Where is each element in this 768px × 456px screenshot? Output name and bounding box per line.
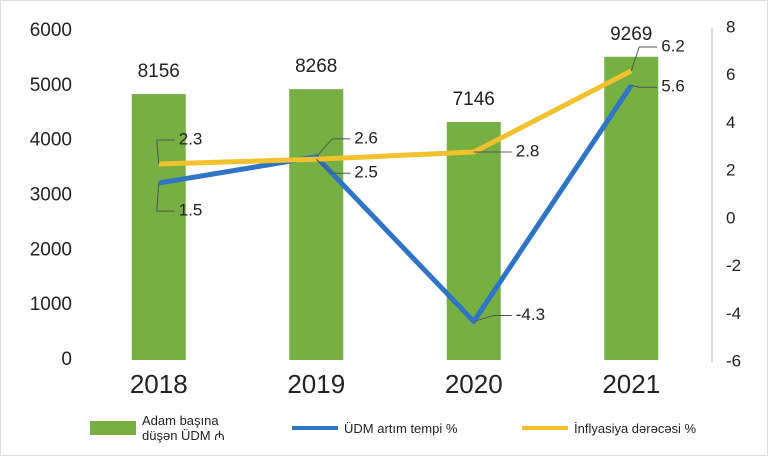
y-tick-label: 1000 xyxy=(30,294,72,315)
bar-annotation: 8156 xyxy=(138,61,180,82)
y-tick-label: 5000 xyxy=(30,75,72,96)
data-label: -4.3 xyxy=(516,305,545,324)
y2-tick-label: 8 xyxy=(726,17,735,36)
line-series xyxy=(158,83,634,324)
bar xyxy=(289,89,344,360)
legend-item: İnflyasiya dərəcəsi % xyxy=(522,412,768,444)
line-series xyxy=(158,68,633,167)
y-tick-label: 3000 xyxy=(30,185,72,206)
y2-tick-label: -6 xyxy=(726,351,741,370)
legend-label: ÜDM artım tempi % xyxy=(344,420,458,436)
leader-line xyxy=(630,46,658,72)
legend-label: İnflyasiya dərəcəsi % xyxy=(574,420,697,436)
y-tick-label: 4000 xyxy=(30,130,72,151)
data-label: 2.5 xyxy=(354,163,378,182)
x-tick-label: 2021 xyxy=(602,369,660,399)
x-tick-label: 2018 xyxy=(130,369,188,399)
bar xyxy=(446,122,501,360)
data-label: 2.3 xyxy=(179,129,203,148)
bar-annotation: 9269 xyxy=(610,24,652,45)
y2-tick-label: 4 xyxy=(726,113,735,132)
legend-item: ÜDM artım tempi % xyxy=(292,412,504,444)
data-label: 5.6 xyxy=(661,77,685,96)
leader-line xyxy=(631,84,658,88)
data-label: 2.6 xyxy=(354,128,378,147)
data-label: 2.8 xyxy=(516,142,540,161)
leader-line xyxy=(156,139,175,165)
legend-swatch xyxy=(522,426,568,430)
bar-annotation: 8268 xyxy=(295,56,337,77)
leader-line xyxy=(156,183,175,212)
data-label: 1.5 xyxy=(179,201,203,220)
y2-tick-label: 2 xyxy=(726,161,735,180)
data-label: 6.2 xyxy=(661,36,685,55)
y-tick-label: 6000 xyxy=(30,20,72,41)
leader-line xyxy=(315,158,351,174)
y2-tick-label: 6 xyxy=(726,65,735,84)
y-tick-label: 0 xyxy=(61,349,72,370)
legend-label: Adam başına düşən ÜDM ₼ xyxy=(142,413,225,443)
legend-swatch xyxy=(292,426,338,430)
legend-item: Adam başına düşən ÜDM ₼ xyxy=(90,412,252,444)
y2-tick-label: -2 xyxy=(726,256,741,275)
y-tick-label: 2000 xyxy=(30,239,72,260)
legend-swatch xyxy=(90,421,136,435)
bar-annotation: 7146 xyxy=(453,89,495,110)
leader-line xyxy=(315,138,351,158)
x-tick-label: 2019 xyxy=(287,369,345,399)
bar xyxy=(604,56,659,360)
x-tick-label: 2020 xyxy=(445,369,503,399)
leader-line xyxy=(473,314,512,322)
bar xyxy=(131,94,186,360)
y2-tick-label: 0 xyxy=(726,208,735,227)
y2-tick-label: -4 xyxy=(726,304,741,323)
